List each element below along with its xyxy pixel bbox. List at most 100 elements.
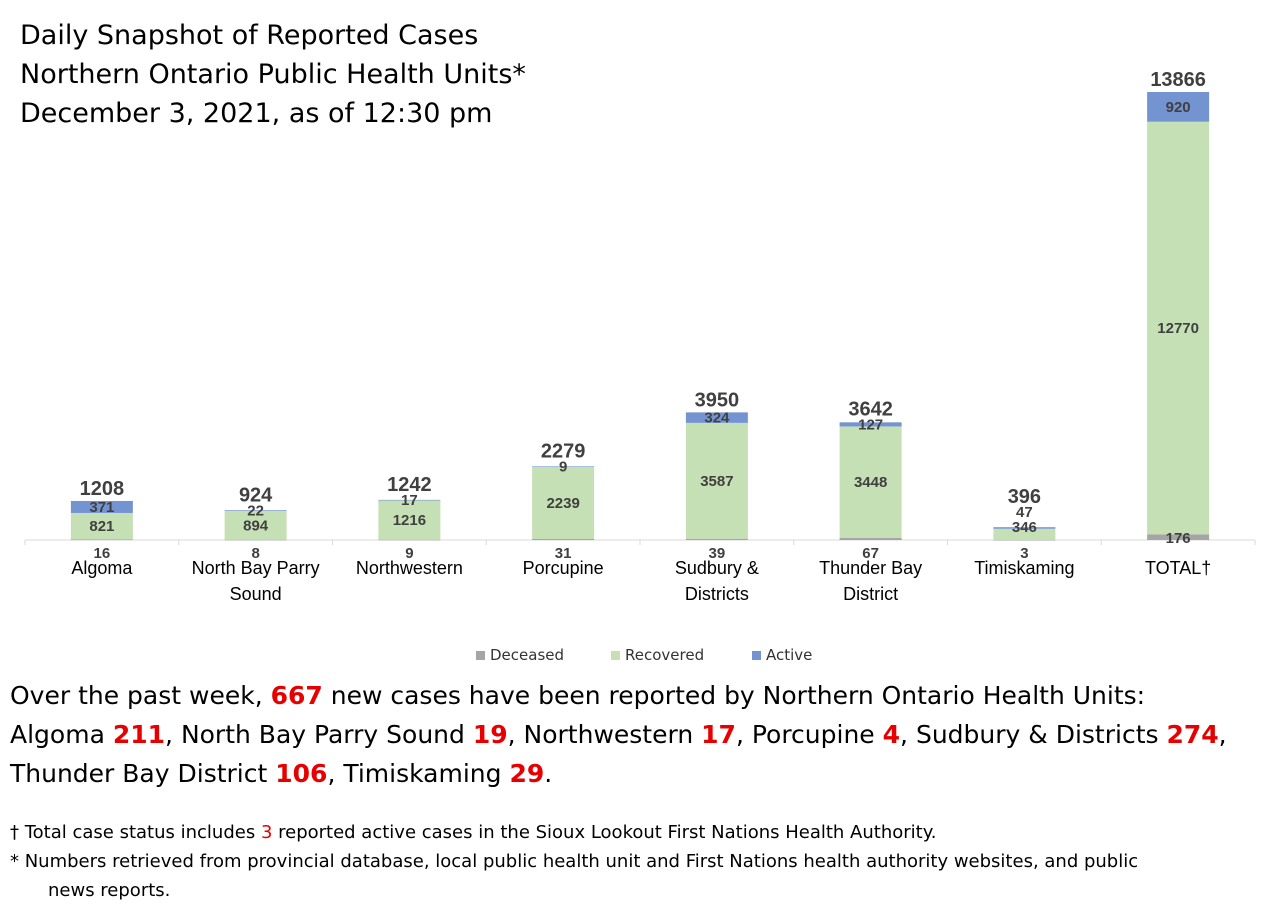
category-label-line: Timiskaming [974, 558, 1074, 578]
unit-value: 29 [509, 759, 545, 788]
category-label-line: Porcupine [523, 558, 604, 578]
unit-name: Timiskaming [343, 759, 502, 788]
footnote-dagger-value: 3 [260, 822, 273, 843]
data-label-active: 17 [401, 492, 418, 509]
legend-swatch-active [752, 650, 761, 660]
unit-sep: , [327, 759, 344, 788]
title-line-1: Daily Snapshot of Reported Cases [20, 20, 479, 51]
legend-swatch-deceased [476, 650, 485, 660]
data-label-recovered: 3587 [700, 473, 733, 490]
total-label: 396 [1008, 486, 1041, 508]
data-label-active: 47 [1016, 504, 1033, 521]
category-label-line: Algoma [71, 558, 133, 578]
category-label-line: Sudbury & [675, 558, 759, 578]
data-label-deceased: 8 [251, 545, 259, 562]
category-label: Sudbury & Districts [675, 558, 759, 604]
total-label: 2279 [541, 441, 586, 463]
unit-value: 4 [882, 720, 901, 749]
footnote-star-line-2: news reports. [48, 880, 171, 901]
category-label: Algoma [71, 558, 133, 578]
category-label-line: Sound [230, 584, 282, 604]
data-label-recovered: 894 [243, 517, 269, 534]
unit-sep: , [507, 720, 524, 749]
data-label-active: 371 [89, 499, 114, 516]
bar-segment-active [839, 422, 902, 427]
unit-name: Sudbury & Districts [915, 720, 1159, 749]
unit-sep: , [165, 720, 181, 749]
unit-sep: , [1218, 720, 1227, 749]
summary-line-1: Over the past week, 667 new cases have b… [10, 676, 1272, 715]
bar-segment-recovered [1147, 121, 1210, 535]
footnote-dagger-prefix: † Total case status includes [10, 822, 261, 843]
category-label: Porcupine [523, 558, 604, 578]
summary-line-2: Algoma 211, North Bay Parry Sound 19, No… [10, 715, 1272, 754]
footnote-dagger: † Total case status includes 3 reported … [10, 818, 1272, 847]
total-label: 1208 [80, 478, 125, 500]
data-label-deceased: 9 [405, 545, 413, 562]
category-label: TOTAL† [1145, 558, 1211, 578]
bar-segment-recovered [224, 510, 287, 540]
chart-title: Daily Snapshot of Reported Cases Norther… [20, 16, 526, 133]
legend-label-deceased: Deceased [490, 646, 565, 664]
title-line-2: Northern Ontario Public Health Units* [20, 59, 526, 90]
chart-legend: Deceased Recovered Active [0, 646, 1280, 666]
bar-segment-active [532, 466, 595, 467]
unit-name: Algoma [10, 720, 105, 749]
data-label-deceased: 16 [94, 545, 111, 562]
bar-segment-recovered [532, 466, 595, 539]
category-label: Timiskaming [974, 558, 1074, 578]
bar-segment-active [224, 510, 287, 511]
bar-segment-active [993, 527, 1056, 529]
bar-segment-deceased [70, 539, 133, 541]
legend-label-recovered: Recovered [625, 646, 705, 664]
data-label-active: 9 [559, 459, 567, 476]
category-label-line: TOTAL† [1145, 558, 1211, 578]
data-label-recovered: 2239 [546, 495, 579, 512]
legend-item-active: Active [752, 646, 812, 664]
data-label-recovered: 346 [1012, 519, 1037, 536]
category-label-line: Northwestern [356, 558, 463, 578]
data-label-active: 127 [858, 416, 883, 433]
data-label-active: 920 [1166, 99, 1191, 116]
data-label-deceased: 67 [862, 545, 879, 562]
bar-segment-recovered [70, 512, 133, 540]
unit-value: 274 [1166, 720, 1219, 749]
total-label: 1242 [387, 474, 432, 496]
data-label-recovered: 821 [89, 518, 114, 535]
bar-segment-recovered [993, 528, 1056, 540]
bar-segment-active [378, 499, 441, 501]
category-label-line: North Bay Parry [192, 558, 320, 578]
unit-value: 19 [472, 720, 508, 749]
summary-total-new: 667 [270, 681, 323, 710]
total-label: 13866 [1150, 69, 1206, 91]
unit-name: Thunder Bay District [10, 759, 268, 788]
bar-segment-deceased [1147, 534, 1210, 540]
legend-item-recovered: Recovered [611, 646, 704, 664]
data-label-active: 324 [704, 410, 730, 427]
legend-item-deceased: Deceased [476, 646, 564, 664]
unit-name: North Bay Parry Sound [180, 720, 465, 749]
footnotes: † Total case status includes 3 reported … [10, 818, 1272, 905]
data-label-recovered: 1216 [393, 512, 426, 529]
bar-segment-active [685, 412, 748, 423]
category-label-line: District [843, 584, 898, 604]
weekly-summary: Over the past week, 667 new cases have b… [10, 676, 1272, 793]
bar-segment-recovered [685, 422, 748, 539]
data-label-deceased: 3 [1020, 545, 1028, 562]
unit-sep: , [735, 720, 752, 749]
bar-segment-recovered [839, 426, 902, 538]
unit-value: 106 [275, 759, 328, 788]
bar-segment-deceased [378, 539, 441, 541]
data-label-deceased: 39 [709, 545, 726, 562]
unit-value: 211 [112, 720, 166, 749]
category-label: North Bay Parry Sound [192, 558, 320, 604]
summary-line-3: Thunder Bay District 106, Timiskaming 29… [10, 754, 1272, 793]
bar-segment-deceased [224, 539, 287, 541]
total-label: 924 [239, 484, 273, 506]
total-label: 3950 [695, 389, 740, 411]
legend-swatch-recovered [611, 650, 620, 660]
bar-segment-deceased [685, 538, 748, 540]
unit-name: Northwestern [523, 720, 694, 749]
unit-sep: . [544, 759, 553, 788]
